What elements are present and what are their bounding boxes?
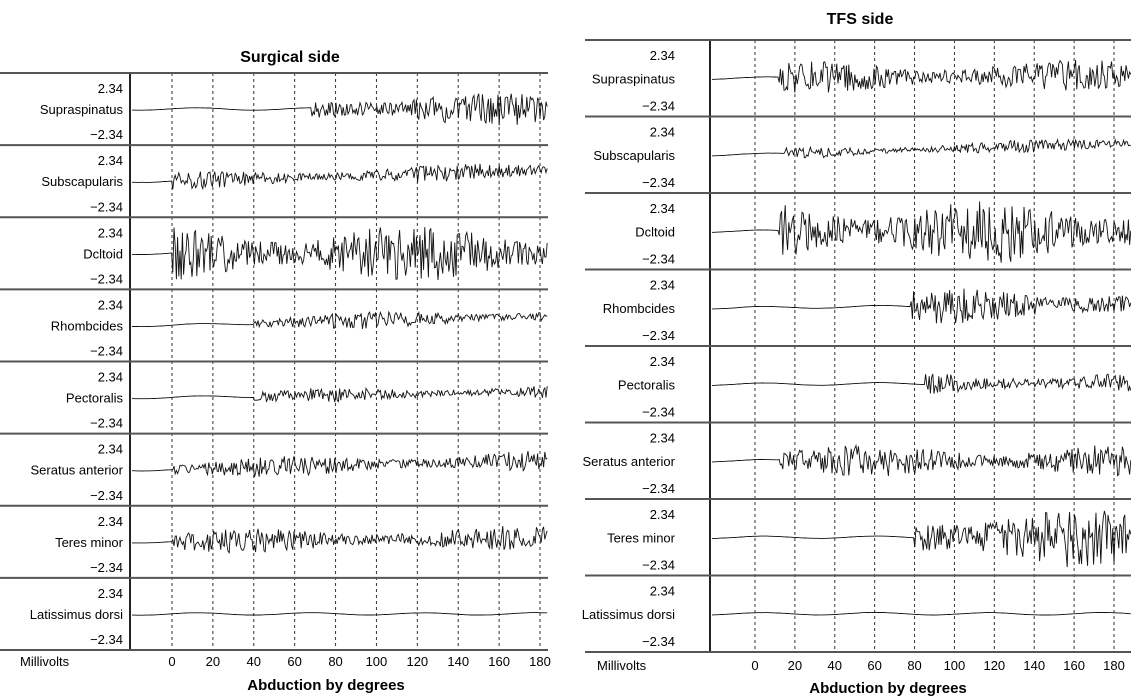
channel-name-label: Subscapularis [593,148,675,163]
x-tick-label: 140 [447,654,469,669]
x-tick-label: 20 [788,658,802,673]
panel-tfs-side: TFS side Millivolts Abduction by degrees… [582,11,1131,697]
x-tick-label: 0 [168,654,175,669]
channel-name-label: Supraspinatus [592,71,676,86]
channel-name-label: Pectoralis [618,377,676,392]
channel-name-label: Dcltoid [635,224,675,239]
x-tick-label: 40 [828,658,842,673]
channel-name-label: Supraspinatus [40,102,124,117]
channel-name-label: Seratus anterior [31,463,124,478]
channel-name-label: Teres minor [607,530,676,545]
emg-trace [131,227,548,281]
panel-title: TFS side [827,11,894,28]
x-tick-label: 80 [328,654,342,669]
x-tick-label: 0 [751,658,758,673]
channel-ymax-label: 2.34 [650,201,675,216]
x-tick-label: 120 [983,658,1005,673]
channel-ymax-label: 2.34 [650,354,675,369]
x-axis-title: Abduction by degrees [809,680,967,697]
channel-ymax-label: 2.34 [98,81,123,96]
channel-name-label: Pectoralis [66,391,124,406]
channel-ymax-label: 2.34 [650,507,675,522]
channel-ymax-label: 2.34 [98,586,123,601]
channel-name-label: Rhombcides [603,301,676,316]
emg-trace [712,510,1131,568]
emg-trace [712,611,1131,616]
panel-surgical-side: Surgical side Millivolts Abduction by de… [0,49,551,694]
emg-trace [712,373,1131,394]
channel-ymin-label: −2.34 [642,99,675,114]
y-unit-label: Millivolts [597,658,647,673]
x-tick-label: 100 [366,654,388,669]
emg-trace [132,386,548,403]
emg-trace [711,137,1131,159]
channel-name-label: Latissimus dorsi [30,607,123,622]
channel-ymax-label: 2.34 [98,153,123,168]
channel-ymin-label: −2.34 [642,328,675,343]
channel-ymax-label: 2.34 [98,442,123,457]
x-tick-label: 180 [529,654,551,669]
channel-ymin-label: −2.34 [642,405,675,420]
channel-ymax-label: 2.34 [650,584,675,599]
panel-title: Surgical side [240,49,340,66]
x-tick-label: 160 [488,654,510,669]
channel-ymin-label: −2.34 [90,416,123,431]
x-tick-label: 60 [867,658,881,673]
x-tick-label: 20 [206,654,220,669]
emg-trace [132,93,548,126]
channel-name-label: Subscapularis [41,174,123,189]
channel-ymin-label: −2.34 [90,632,123,647]
emg-trace [711,59,1131,93]
channel-ymax-label: 2.34 [650,48,675,63]
emg-trace [712,443,1131,477]
emg-trace [132,451,548,478]
channel-ymin-label: −2.34 [90,127,123,142]
channel-ymax-label: 2.34 [650,278,675,293]
emg-trace [131,163,548,191]
emg-trace [131,612,548,616]
channel-ymin-label: −2.34 [90,488,123,503]
x-tick-label: 40 [247,654,261,669]
channel-ymin-label: −2.34 [642,481,675,496]
channel-ymin-label: −2.34 [90,199,123,214]
emg-trace [132,525,548,554]
channel-name-label: Rhombcides [51,318,124,333]
channel-ymax-label: 2.34 [98,514,123,529]
emg-trace [711,201,1131,263]
emg-trace [132,310,548,329]
y-unit-label: Millivolts [20,654,70,669]
channel-ymin-label: −2.34 [90,560,123,575]
x-tick-label: 60 [287,654,301,669]
channel-name-label: Teres minor [55,535,124,550]
channel-ymax-label: 2.34 [650,431,675,446]
channel-ymax-label: 2.34 [98,225,123,240]
x-tick-label: 120 [406,654,428,669]
x-tick-label: 160 [1063,658,1085,673]
channel-ymax-label: 2.34 [98,370,123,385]
channel-name-label: Dcltoid [83,246,123,261]
channel-ymin-label: −2.34 [642,175,675,190]
channel-ymin-label: −2.34 [642,252,675,267]
channel-ymax-label: 2.34 [98,297,123,312]
x-tick-label: 180 [1103,658,1125,673]
channel-name-label: Latissimus dorsi [582,607,675,622]
x-tick-label: 80 [907,658,921,673]
channel-ymin-label: −2.34 [90,344,123,359]
channel-ymin-label: −2.34 [642,634,675,649]
channel-ymin-label: −2.34 [90,271,123,286]
x-tick-label: 140 [1023,658,1045,673]
channel-ymin-label: −2.34 [642,558,675,573]
x-axis-title: Abduction by degrees [247,677,405,694]
channel-name-label: Seratus anterior [583,454,676,469]
x-tick-label: 100 [944,658,966,673]
emg-trace [712,288,1131,324]
channel-ymax-label: 2.34 [650,125,675,140]
